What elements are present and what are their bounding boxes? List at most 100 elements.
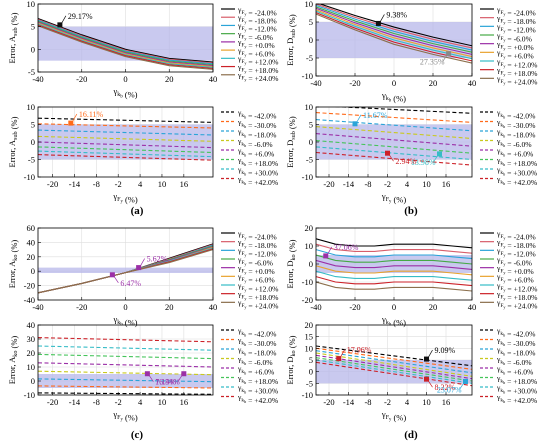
y-tick-label: 5 (309, 17, 313, 27)
x-tick-label: -8 (364, 179, 371, 189)
series-line-4 (38, 362, 213, 368)
annotation-arrow (356, 114, 362, 122)
legend-entry: γFy = -12.0% (496, 22, 536, 34)
legend-entry: γkb = +30.0% (237, 383, 279, 396)
x-axis-label: γkb (%) (112, 86, 137, 100)
series-line-6 (38, 345, 213, 351)
series-line-8 (38, 249, 213, 294)
legend-entry: γFy = -18.0% (496, 13, 536, 26)
series-line-0 (333, 107, 472, 114)
chart-a_bottom: -20 -14 -8 -2 4 10 16 -10 -5 0 5 10 γFy (%) Error, As… (7, 102, 279, 205)
legend-entry: γFy = -18.0% (237, 237, 277, 250)
x-tick-label: 4 (405, 179, 410, 189)
y-tick-label: 20 (305, 223, 314, 233)
legend: γFy = -24.0%γFy = -18.0%γFy = -12.0%γFy … (480, 229, 538, 311)
annotation-label: 37.06% (334, 243, 359, 252)
legend: γkb = -42.0%γkb = -30.0%γkb = -18.0%γkb … (480, 326, 538, 405)
series-line-8 (316, 13, 472, 64)
x-tick-label: -20 (47, 179, 58, 189)
y-tick-label: -5 (306, 53, 313, 63)
legend-entry: γFy = -6.0% (496, 255, 533, 268)
series-line-7 (38, 154, 213, 161)
annotation-marker (385, 150, 390, 156)
x-tick-label: 20 (165, 302, 174, 312)
series-line-5 (316, 265, 472, 276)
annotation-arrow (72, 113, 78, 122)
series-line-2 (38, 378, 213, 383)
tolerance-band (38, 267, 213, 273)
y-axis-label: Error, Asub (%) (7, 116, 19, 167)
y-tick-label: 20 (305, 320, 314, 330)
legend-entry: γFy = +24.0% (237, 298, 279, 311)
x-axis-label: γkb (%) (112, 314, 137, 328)
x-tick-label: 4 (405, 397, 410, 407)
annotation-marker (446, 51, 452, 57)
legend-entry: γkb = +18.0% (496, 373, 538, 386)
series-line-5 (38, 353, 213, 360)
annotation-arrow (61, 15, 67, 24)
y-tick-label: 5 (309, 355, 313, 365)
legend: γkb = -42.0%γkb = -30.0%γkb = -18.0%γkb … (221, 326, 279, 405)
annotation-marker (336, 356, 342, 362)
legend-entry: γkb = -30.0% (237, 117, 277, 130)
legend-entry: γkb = +42.0% (496, 392, 538, 405)
y-axis-label: Error, Ako (%) (7, 336, 19, 385)
series-line-2 (38, 129, 213, 136)
y-tick-label: 0 (31, 266, 35, 276)
series-line-5 (316, 357, 472, 382)
x-tick-label: -14 (69, 397, 81, 407)
legend-entry: γkb = +6.0% (496, 364, 534, 377)
series-line-4 (38, 141, 213, 149)
series-line-1 (38, 123, 213, 129)
annotation-label: 9.09% (435, 346, 456, 355)
y-tick-label: -10 (24, 172, 35, 182)
legend-entry: γFy = +0.0% (496, 263, 534, 276)
y-tick-label: 0 (31, 137, 35, 147)
y-tick-label: 0 (309, 137, 313, 147)
x-tick-label: 10 (158, 179, 167, 189)
annotation-label: 7.14% (155, 378, 176, 387)
x-tick-label: 40 (468, 78, 477, 88)
series-line-8 (316, 281, 472, 292)
annotation-marker (437, 151, 442, 157)
annotation-label: 8.22% (435, 383, 456, 392)
legend-entry: γFy = +12.0% (496, 57, 538, 70)
y-tick-label: -10 (24, 390, 35, 400)
legend-entry: γkb = +42.0% (496, 174, 538, 187)
legend-entry: γFy = +24.0% (496, 298, 538, 311)
y-axis-label: Error, Dsub (%) (285, 116, 297, 168)
y-tick-label: 5 (309, 120, 313, 130)
annotation-label: 16.11% (79, 110, 104, 119)
legend-entry: γkb = -18.0% (496, 345, 536, 358)
series-line-7 (316, 12, 472, 62)
legend-entry: γFy = -6.0% (237, 29, 274, 42)
y-tick-label: 60 (27, 223, 36, 233)
y-tick-label: 20 (27, 252, 36, 262)
x-tick-label: 40 (468, 302, 477, 312)
legend-entry: γkb = -6.0% (496, 136, 532, 149)
y-tick-label: 0 (309, 367, 313, 377)
annotation-arrow (380, 14, 385, 22)
annotation-label: 2.94% (396, 157, 417, 166)
x-tick-label: -20 (76, 74, 87, 84)
y-tick-label: 40 (27, 320, 36, 330)
legend-entry: γkb = +18.0% (496, 155, 538, 168)
x-tick-label: -20 (47, 397, 58, 407)
tolerance-band (38, 374, 213, 388)
series-line-5 (38, 146, 213, 154)
x-tick-label: 16 (442, 179, 451, 189)
x-tick-label: -20 (323, 179, 334, 189)
x-tick-label: 10 (422, 397, 431, 407)
legend-entry: γkb = -42.0% (237, 108, 277, 121)
series-line-3 (316, 254, 472, 265)
series-line-4 (316, 354, 472, 380)
x-axis-label: γFy (%) (112, 191, 138, 205)
annotation-arrow (389, 155, 394, 162)
legend-entry: γFy = -6.0% (237, 255, 274, 268)
series-line-7 (316, 361, 472, 387)
y-tick-label: 30 (27, 334, 36, 344)
x-tick-label: 20 (165, 74, 174, 84)
x-tick-label: 0 (123, 74, 127, 84)
x-tick-label: -8 (364, 397, 371, 407)
